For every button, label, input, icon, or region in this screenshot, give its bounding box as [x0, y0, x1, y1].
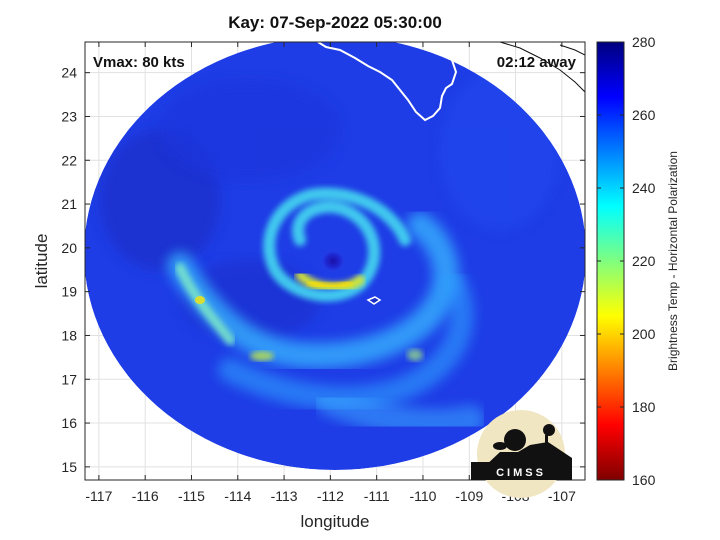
- colorbar-tick-label: 280: [632, 34, 656, 50]
- x-tick-label: -114: [224, 488, 251, 504]
- y-tick-label: 17: [61, 371, 77, 387]
- logo-text: CIMSS: [496, 467, 546, 479]
- colorbar-tick-label: 180: [632, 399, 656, 415]
- y-tick-label: 23: [61, 108, 77, 124]
- chart-title: Kay: 07-Sep-2022 05:30:00: [228, 13, 442, 32]
- x-tick-label: -115: [178, 488, 205, 504]
- coastlines: [317, 42, 585, 305]
- x-tick-label: -116: [132, 488, 159, 504]
- x-tick-label: -109: [455, 488, 483, 504]
- x-tick-label: -112: [317, 488, 344, 504]
- vmax-annotation: Vmax: 80 kts: [93, 54, 185, 71]
- y-tick-label: 20: [61, 240, 77, 256]
- axes-box: [84, 41, 586, 481]
- cimss-logo: CIMSS: [471, 410, 572, 498]
- axis-ticks: [85, 42, 585, 480]
- colorbar-label: Brightness Temp - Horizontal Polarizatio…: [666, 151, 680, 371]
- colorbar-tick-labels: 160 180 200 220 240 260 280: [632, 34, 656, 488]
- colorbar-tick-label: 200: [632, 326, 656, 342]
- y-axis-label: latitude: [32, 234, 51, 289]
- x-axis-label: longitude: [300, 512, 369, 531]
- x-tick-label: -117: [85, 488, 112, 504]
- brightness-temp-field: [85, 42, 585, 470]
- x-tick-label: -107: [548, 488, 576, 504]
- x-tick-label: -110: [409, 488, 436, 504]
- colorbar-tick-label: 220: [632, 253, 656, 269]
- y-tick-label: 19: [61, 284, 77, 300]
- y-tick-label: 21: [61, 196, 77, 212]
- colorbar-tick-label: 160: [632, 472, 656, 488]
- colorbar-ticks: [597, 41, 624, 481]
- y-tick-label: 16: [61, 415, 77, 431]
- colorbar: [596, 41, 625, 481]
- y-tick-label: 22: [61, 152, 77, 168]
- y-tick-label: 15: [61, 459, 77, 475]
- y-tick-label: 18: [61, 327, 77, 343]
- x-tick-labels: -117-116-115-114-113-112-111-110-109-108…: [85, 488, 576, 504]
- time-away-annotation: 02:12 away: [497, 54, 577, 71]
- x-tick-label: -113: [271, 488, 298, 504]
- y-tick-label: 24: [61, 65, 77, 81]
- colorbar-tick-label: 260: [632, 107, 656, 123]
- x-tick-label: -111: [364, 488, 390, 504]
- y-tick-labels: 15 16 17 18 19 20 21 22 23 24: [61, 65, 77, 475]
- colorbar-tick-label: 240: [632, 180, 656, 196]
